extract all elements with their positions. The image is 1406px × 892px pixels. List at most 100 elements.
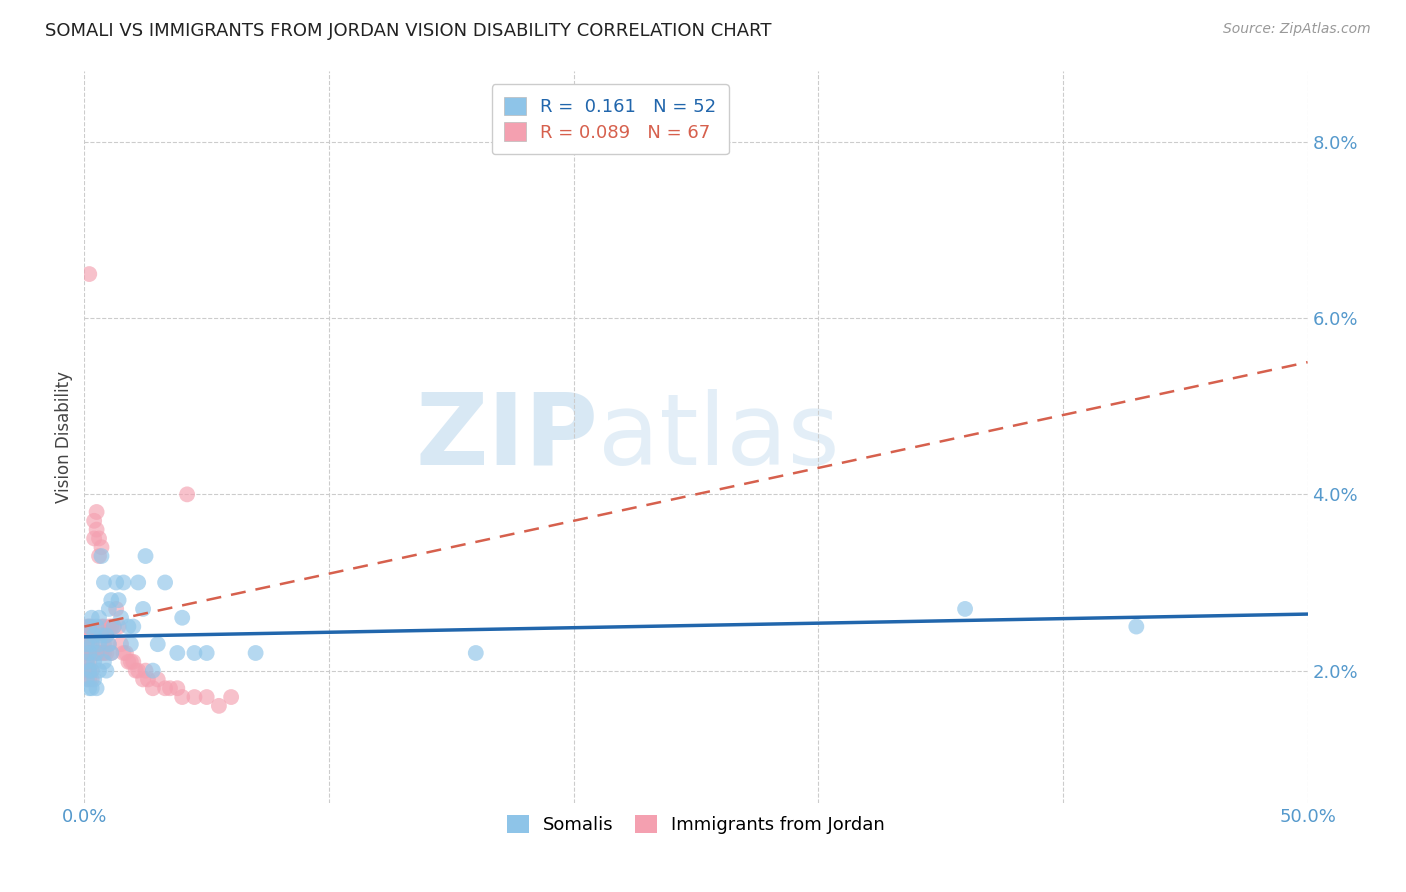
Point xyxy=(87,532,110,546)
Point xyxy=(107,619,129,633)
Point xyxy=(117,655,139,669)
Point xyxy=(245,646,267,660)
Point xyxy=(76,619,98,633)
Point xyxy=(166,681,188,696)
Point xyxy=(100,619,122,633)
Point xyxy=(110,637,132,651)
Point xyxy=(76,637,98,651)
Legend: Somalis, Immigrants from Jordan: Somalis, Immigrants from Jordan xyxy=(499,808,893,841)
Point xyxy=(80,664,103,678)
Point xyxy=(86,646,108,660)
Point xyxy=(195,690,218,704)
Point xyxy=(86,523,108,537)
Point xyxy=(77,646,100,660)
Point xyxy=(83,628,105,642)
Point xyxy=(90,549,112,563)
Point xyxy=(183,690,205,704)
Point xyxy=(96,628,118,642)
Point xyxy=(93,637,115,651)
Text: atlas: atlas xyxy=(598,389,839,485)
Point xyxy=(90,540,112,554)
Point xyxy=(159,681,181,696)
Point xyxy=(96,646,118,660)
Point xyxy=(146,673,169,687)
Point xyxy=(136,673,159,687)
Point xyxy=(93,655,115,669)
Point xyxy=(103,619,125,633)
Text: Source: ZipAtlas.com: Source: ZipAtlas.com xyxy=(1223,22,1371,37)
Point xyxy=(97,619,120,633)
Point xyxy=(87,664,110,678)
Point xyxy=(86,681,108,696)
Point xyxy=(77,664,100,678)
Point xyxy=(127,575,149,590)
Point xyxy=(76,655,98,669)
Point xyxy=(153,681,176,696)
Point xyxy=(132,673,155,687)
Point xyxy=(76,646,98,660)
Point xyxy=(135,549,157,563)
Point xyxy=(96,628,118,642)
Point xyxy=(195,646,218,660)
Point xyxy=(122,655,145,669)
Point xyxy=(76,646,98,660)
Point xyxy=(122,619,145,633)
Point xyxy=(100,593,122,607)
Point xyxy=(93,575,115,590)
Point xyxy=(97,637,120,651)
Point xyxy=(80,619,103,633)
Text: SOMALI VS IMMIGRANTS FROM JORDAN VISION DISABILITY CORRELATION CHART: SOMALI VS IMMIGRANTS FROM JORDAN VISION … xyxy=(45,22,772,40)
Point xyxy=(90,619,112,633)
Point xyxy=(77,619,100,633)
Point xyxy=(76,655,98,669)
Point xyxy=(117,619,139,633)
Point xyxy=(80,681,103,696)
Point xyxy=(77,646,100,660)
Point xyxy=(464,646,486,660)
Point xyxy=(80,628,103,642)
Point xyxy=(77,628,100,642)
Point xyxy=(87,549,110,563)
Point xyxy=(183,646,205,660)
Point xyxy=(97,602,120,616)
Point xyxy=(77,619,100,633)
Point xyxy=(83,514,105,528)
Point xyxy=(208,698,231,713)
Point xyxy=(76,664,98,678)
Point xyxy=(115,646,138,660)
Point xyxy=(90,628,112,642)
Point xyxy=(76,628,98,642)
Point xyxy=(90,646,112,660)
Y-axis label: Vision Disability: Vision Disability xyxy=(55,371,73,503)
Point xyxy=(120,637,142,651)
Point xyxy=(142,664,165,678)
Point xyxy=(107,593,129,607)
Point xyxy=(80,664,103,678)
Point xyxy=(100,646,122,660)
Point xyxy=(83,628,105,642)
Point xyxy=(83,673,105,687)
Point xyxy=(80,646,103,660)
Point xyxy=(77,637,100,651)
Point xyxy=(953,602,976,616)
Point xyxy=(87,637,110,651)
Point xyxy=(80,637,103,651)
Point xyxy=(80,673,103,687)
Point xyxy=(77,673,100,687)
Point xyxy=(93,646,115,660)
Point xyxy=(80,611,103,625)
Point xyxy=(142,681,165,696)
Point xyxy=(219,690,242,704)
Point xyxy=(96,664,118,678)
Point xyxy=(112,575,135,590)
Point xyxy=(86,646,108,660)
Point xyxy=(76,673,98,687)
Point xyxy=(100,646,122,660)
Point xyxy=(125,664,148,678)
Point xyxy=(110,611,132,625)
Point xyxy=(127,664,149,678)
Text: ZIP: ZIP xyxy=(415,389,598,485)
Point xyxy=(97,637,120,651)
Point xyxy=(112,646,135,660)
Point xyxy=(83,532,105,546)
